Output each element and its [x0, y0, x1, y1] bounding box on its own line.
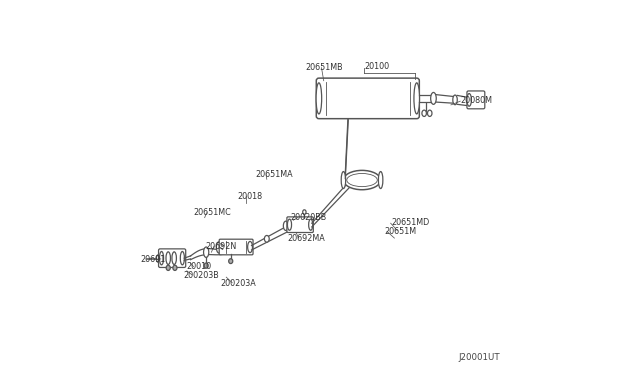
Text: J20001UT: J20001UT [459, 353, 500, 362]
FancyBboxPatch shape [316, 78, 419, 119]
Text: 20692MA: 20692MA [287, 234, 325, 243]
Ellipse shape [248, 241, 253, 253]
Text: 20651MC: 20651MC [193, 208, 231, 217]
Text: 20080M: 20080M [461, 96, 493, 105]
Ellipse shape [156, 255, 160, 262]
Ellipse shape [378, 171, 383, 189]
Ellipse shape [159, 251, 164, 265]
Text: 20651MA: 20651MA [255, 170, 293, 179]
Text: 20651MB: 20651MB [306, 63, 344, 72]
Text: 20691: 20691 [141, 255, 166, 264]
Text: 20010: 20010 [187, 262, 212, 271]
Text: 200203B: 200203B [183, 271, 219, 280]
Ellipse shape [431, 93, 436, 105]
Ellipse shape [428, 110, 432, 116]
Ellipse shape [422, 110, 426, 116]
Ellipse shape [308, 219, 313, 230]
Text: 200203A: 200203A [220, 279, 256, 288]
Ellipse shape [204, 247, 209, 257]
Text: 20020BB: 20020BB [291, 213, 326, 222]
Text: 20100: 20100 [364, 62, 389, 71]
Ellipse shape [287, 219, 292, 230]
Ellipse shape [180, 251, 184, 265]
Text: 20651MD: 20651MD [392, 218, 429, 227]
Ellipse shape [216, 242, 221, 253]
Ellipse shape [303, 210, 306, 214]
Ellipse shape [341, 171, 346, 189]
Ellipse shape [172, 252, 177, 264]
Ellipse shape [166, 252, 170, 264]
FancyBboxPatch shape [287, 217, 314, 232]
Ellipse shape [344, 108, 349, 115]
FancyBboxPatch shape [467, 91, 484, 109]
Ellipse shape [467, 94, 472, 106]
FancyBboxPatch shape [219, 239, 253, 255]
Ellipse shape [166, 265, 170, 270]
Ellipse shape [288, 219, 292, 229]
Ellipse shape [453, 95, 457, 105]
Text: 20018: 20018 [237, 192, 262, 201]
Text: 20692N: 20692N [205, 242, 237, 251]
FancyBboxPatch shape [159, 249, 186, 267]
Ellipse shape [347, 173, 378, 187]
Ellipse shape [264, 235, 269, 242]
Text: 20651M: 20651M [384, 227, 416, 236]
Ellipse shape [316, 83, 322, 114]
Ellipse shape [173, 265, 177, 270]
Ellipse shape [204, 263, 208, 268]
Ellipse shape [228, 259, 233, 264]
Ellipse shape [414, 83, 419, 114]
Ellipse shape [344, 170, 381, 190]
Ellipse shape [284, 221, 288, 231]
